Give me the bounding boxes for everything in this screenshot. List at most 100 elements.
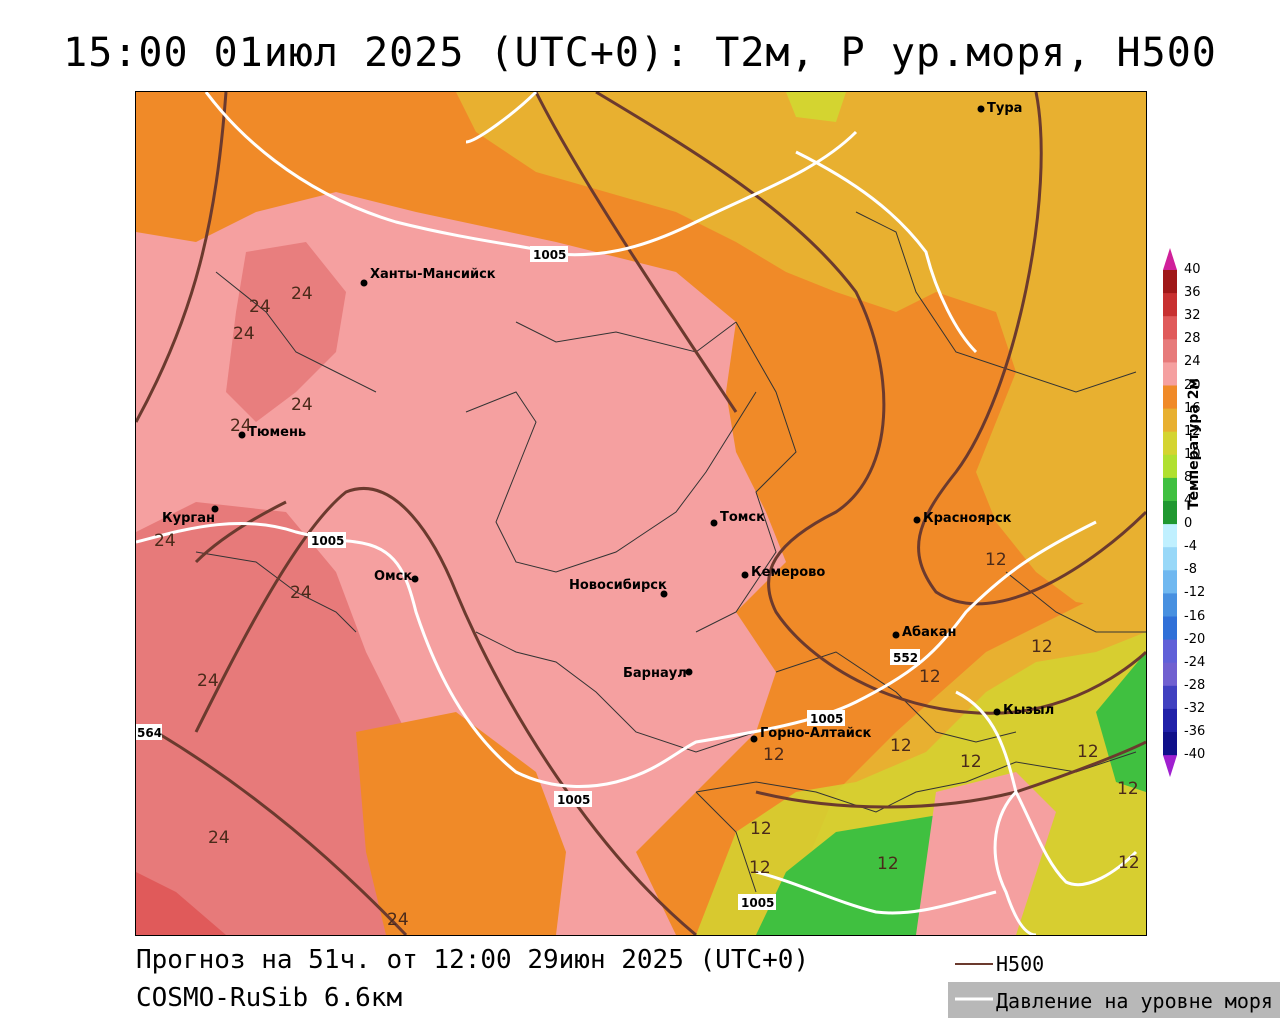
field-4-8-east bbox=[1096, 652, 1146, 792]
svg-text:24: 24 bbox=[230, 416, 252, 436]
colorbar-tick-label: -32 bbox=[1184, 700, 1206, 716]
colorbar-tick-label: -20 bbox=[1184, 631, 1206, 647]
colorbar-cell bbox=[1163, 570, 1177, 594]
h500-contours bbox=[136, 92, 1146, 935]
city-dot-gorno-altaysk bbox=[750, 735, 758, 743]
field-pink-southeast bbox=[916, 772, 1056, 935]
colorbar-tick-label: 24 bbox=[1184, 354, 1201, 370]
model-name: COSMO-RuSib 6.6км bbox=[136, 983, 403, 1013]
field-24-28-northwest bbox=[226, 242, 346, 422]
colorbar-tick-label: -24 bbox=[1184, 654, 1206, 670]
colorbar-tick-label: -12 bbox=[1184, 585, 1206, 601]
city-label-novosibirsk: Новосибирск bbox=[569, 578, 667, 593]
colorbar-tick-label: 32 bbox=[1184, 308, 1201, 324]
city-label-kemerovo: Кемерово bbox=[751, 565, 825, 580]
svg-text:24: 24 bbox=[208, 828, 230, 848]
svg-text:12: 12 bbox=[1031, 637, 1053, 657]
colorbar-tick-label: -4 bbox=[1184, 539, 1197, 555]
city-dot-kurgan bbox=[211, 505, 219, 513]
city-dot-kyzyl bbox=[993, 708, 1001, 716]
colorbar-cell bbox=[1163, 316, 1177, 340]
svg-text:24: 24 bbox=[387, 910, 409, 930]
colorbar-cell bbox=[1163, 501, 1177, 525]
colorbar-tick-label: -8 bbox=[1184, 562, 1197, 578]
temperature-colorbar bbox=[1163, 248, 1177, 778]
svg-text:24: 24 bbox=[249, 297, 271, 317]
city-label-krasnoyarsk: Красноярск bbox=[923, 511, 1012, 526]
forecast-info: Прогноз на 51ч. от 12:00 29июн 2025 (UTC… bbox=[136, 945, 810, 975]
city-label-tura: Тура bbox=[987, 101, 1022, 116]
colorbar-cell bbox=[1163, 454, 1177, 479]
colorbar-tick-label: 12 bbox=[1184, 423, 1201, 439]
colorbar-cell bbox=[1163, 477, 1177, 502]
city-label-abakan: Абакан bbox=[902, 625, 957, 640]
city-dot-barnaul bbox=[685, 668, 693, 676]
colorbar-cell bbox=[1163, 547, 1177, 571]
svg-text:24: 24 bbox=[291, 284, 313, 304]
isobar-label-1005-altai: 1005 bbox=[810, 712, 843, 726]
city-label-kyzyl: Кызыл bbox=[1003, 703, 1054, 718]
svg-text:24: 24 bbox=[233, 324, 255, 344]
colorbar-tick-label: 36 bbox=[1184, 285, 1201, 301]
colorbar-cell bbox=[1163, 362, 1177, 386]
colorbar-cell bbox=[1163, 293, 1177, 317]
map-title: 15:00 01июл 2025 (UTC+0): T2м, P ур.моря… bbox=[63, 30, 1217, 76]
isobar-label-1005-north: 1005 bbox=[533, 248, 566, 262]
colorbar-cell bbox=[1163, 593, 1177, 617]
field-16-20-southwest bbox=[356, 712, 566, 935]
h500-label-552: 552 bbox=[893, 651, 918, 665]
city-label-khanty-mansiysk: Ханты-Мансийск bbox=[370, 267, 496, 282]
colorbar-tick-label: 28 bbox=[1184, 331, 1201, 347]
h500-legend-label: H500 bbox=[996, 952, 1045, 976]
city-dot-krasnoyarsk bbox=[913, 516, 921, 524]
pressure-legend-box bbox=[948, 982, 1280, 1018]
svg-text:12: 12 bbox=[749, 858, 771, 878]
colorbar-tick-label: -28 bbox=[1184, 677, 1206, 693]
isobar-label-1005-west: 1005 bbox=[311, 534, 344, 548]
isobar-label-1005-bottom: 1005 bbox=[741, 896, 774, 910]
field-12-16-north bbox=[456, 92, 1146, 612]
field-28-32-southwest bbox=[136, 872, 226, 935]
colorbar-cell bbox=[1163, 616, 1177, 641]
city-dot-tyumen bbox=[238, 431, 246, 439]
pressure-legend-label: Давление на уровне моря bbox=[996, 989, 1273, 1013]
colorbar-title: Температура 2м bbox=[1186, 378, 1202, 510]
svg-text:12: 12 bbox=[960, 752, 982, 772]
colorbar-tick-label: 8 bbox=[1184, 469, 1193, 485]
colorbar-cell bbox=[1163, 408, 1177, 433]
city-label-omsk: Омск bbox=[374, 569, 412, 584]
svg-text:12: 12 bbox=[919, 667, 941, 687]
city-dot-khanty-mansiysk bbox=[360, 279, 368, 287]
svg-text:12: 12 bbox=[1118, 853, 1140, 873]
svg-text:24: 24 bbox=[291, 395, 313, 415]
svg-text:12: 12 bbox=[877, 854, 899, 874]
city-dot-kemerovo bbox=[741, 571, 749, 579]
colorbar-tick-label: -40 bbox=[1184, 747, 1206, 763]
contour-labels: 1005 1005 1005 1005 1005 552 564 bbox=[136, 246, 920, 910]
colorbar-cell bbox=[1163, 639, 1177, 664]
city-label-gorno-altaysk: Горно-Алтайск bbox=[760, 726, 872, 741]
colorbar-cell bbox=[1163, 732, 1177, 756]
svg-text:12: 12 bbox=[890, 736, 912, 756]
svg-text:24: 24 bbox=[197, 671, 219, 691]
city-dot-abakan bbox=[892, 631, 900, 639]
city-label-barnaul: Барнаул bbox=[623, 666, 687, 681]
city-label-tomsk: Томск bbox=[720, 510, 765, 525]
city-markers: Тура Ханты-Мансийск Тюмень Курган Омск Т… bbox=[162, 101, 1054, 743]
colorbar-bottom-arrow bbox=[1163, 755, 1177, 778]
colorbar-tick-label: 40 bbox=[1184, 262, 1201, 277]
colorbar-cell bbox=[1163, 431, 1177, 456]
svg-text:12: 12 bbox=[1077, 742, 1099, 762]
svg-text:24: 24 bbox=[154, 531, 176, 551]
pressure-legend-swatch bbox=[955, 997, 993, 1001]
city-dot-omsk bbox=[411, 575, 419, 583]
colorbar-tick-label: -36 bbox=[1184, 724, 1206, 739]
colorbar-tick-label: -16 bbox=[1184, 608, 1206, 624]
colorbar-cell bbox=[1163, 339, 1177, 363]
h500-label-564: 564 bbox=[137, 726, 162, 740]
svg-text:12: 12 bbox=[985, 550, 1007, 570]
svg-text:12: 12 bbox=[763, 745, 785, 765]
colorbar-cell bbox=[1163, 524, 1177, 548]
temperature-labels: 24 24 24 24 24 24 24 24 24 24 12 12 12 1… bbox=[154, 284, 1140, 930]
colorbar-cell bbox=[1163, 270, 1177, 294]
